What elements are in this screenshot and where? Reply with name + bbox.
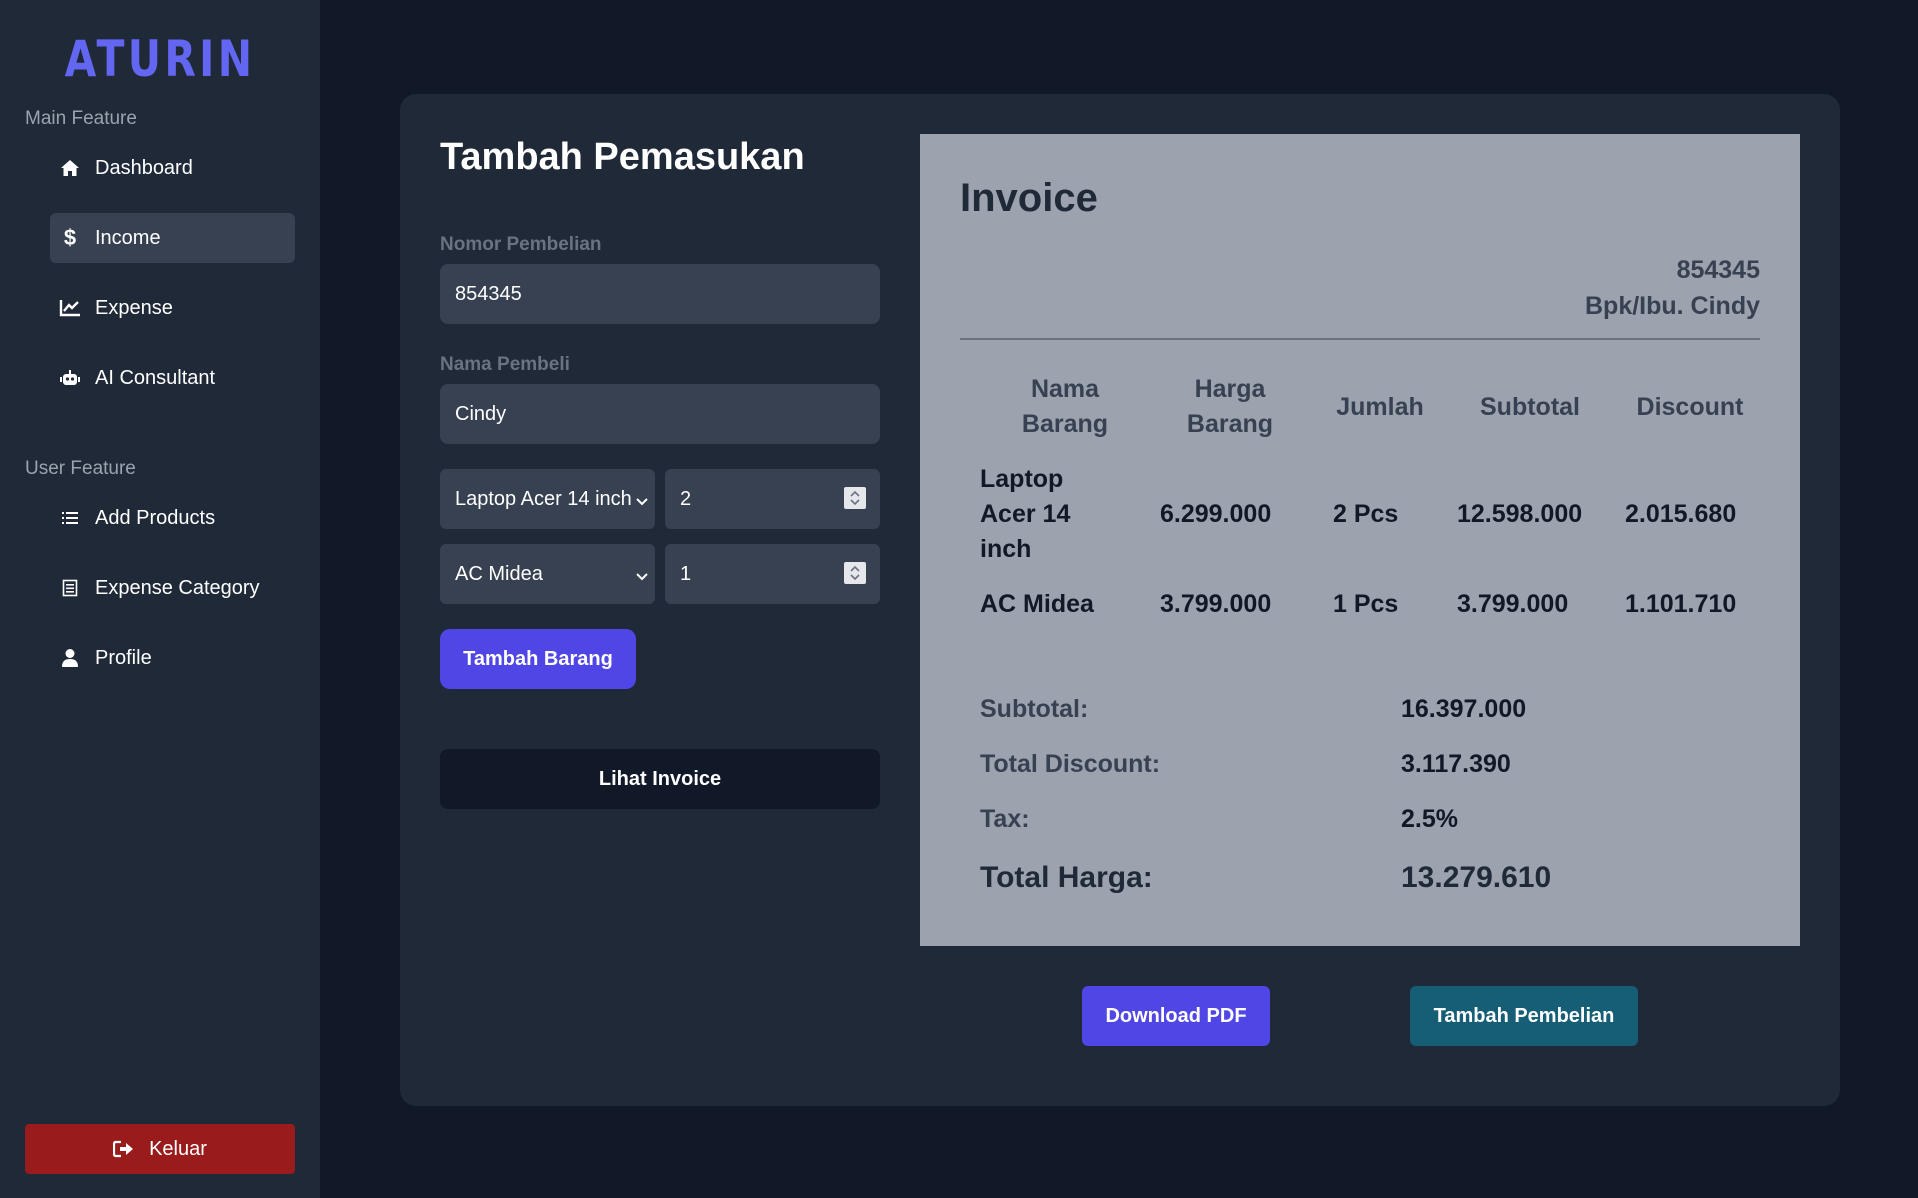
- sidebar-item-label: Add Products: [95, 506, 216, 529]
- row-discount: 1.101.710: [1625, 590, 1737, 618]
- page-title: Tambah Pemasukan: [440, 136, 805, 178]
- row-discount: 2.015.680: [1625, 500, 1737, 528]
- sidebar-item-dashboard[interactable]: Dashboard: [50, 143, 295, 193]
- chart-line-icon: [59, 297, 81, 319]
- sidebar-item-add-products[interactable]: Add Products: [50, 493, 295, 543]
- chevron-down-icon: [635, 565, 649, 588]
- quantity-stepper[interactable]: 2: [665, 469, 880, 529]
- header-nama-barang: Nama Barang: [1021, 375, 1109, 438]
- tax-value: 2.5%: [1401, 805, 1458, 833]
- sidebar-item-label: Dashboard: [95, 156, 193, 179]
- quantity-value: 2: [680, 487, 692, 510]
- row-price: 6.299.000: [1160, 500, 1272, 528]
- product-select-value: AC Midea: [455, 562, 543, 585]
- invoice-panel: Invoice 854345 Bpk/Ibu. Cindy Nama Baran…: [920, 134, 1800, 946]
- buyer-name-label: Nama Pembeli: [440, 354, 570, 375]
- chevron-down-icon: [635, 490, 649, 513]
- user-icon: [59, 647, 81, 669]
- logout-button[interactable]: Keluar: [25, 1124, 295, 1174]
- total-discount-label: Total Discount:: [980, 750, 1161, 778]
- header-jumlah: Jumlah: [1336, 393, 1424, 421]
- invoice-divider: [960, 338, 1760, 340]
- document-list-icon: [59, 577, 81, 599]
- sign-out-icon: [113, 1138, 135, 1160]
- sidebar-item-ai-consultant[interactable]: AI Consultant: [50, 353, 295, 403]
- sidebar-item-expense-category[interactable]: Expense Category: [50, 563, 295, 613]
- row-name: AC Midea: [980, 590, 1094, 618]
- invoice-title: Invoice: [960, 176, 1098, 220]
- list-icon: [59, 507, 81, 529]
- sidebar-item-profile[interactable]: Profile: [50, 633, 295, 683]
- purchase-number-input[interactable]: 854345: [440, 264, 880, 324]
- user-feature-label: User Feature: [25, 458, 136, 479]
- sidebar-item-income[interactable]: $ Income: [50, 213, 295, 263]
- header-harga-barang: Harga Barang: [1186, 375, 1274, 438]
- sidebar-item-expense[interactable]: Expense: [50, 283, 295, 333]
- sidebar-item-label: Profile: [95, 646, 152, 669]
- row-qty: 1 Pcs: [1333, 590, 1399, 618]
- view-invoice-button[interactable]: Lihat Invoice: [440, 749, 880, 809]
- header-subtotal: Subtotal: [1480, 393, 1580, 421]
- app-logo: ATURIN: [64, 30, 256, 88]
- quantity-value: 1: [680, 562, 692, 585]
- product-select[interactable]: Laptop Acer 14 inch: [440, 469, 655, 529]
- spinner-icon[interactable]: [844, 562, 866, 584]
- invoice-meta: 854345 Bpk/Ibu. Cindy: [1585, 252, 1760, 324]
- buyer-name-input[interactable]: Cindy: [440, 384, 880, 444]
- logout-label: Keluar: [149, 1137, 207, 1160]
- home-icon: [59, 157, 81, 179]
- row-name: Laptop Acer 14 inch: [980, 465, 1071, 563]
- add-purchase-button[interactable]: Tambah Pembelian: [1410, 986, 1638, 1046]
- main-feature-label: Main Feature: [25, 108, 137, 129]
- robot-icon: [59, 367, 81, 389]
- subtotal-label: Subtotal:: [980, 695, 1089, 723]
- total-label: Total Harga:: [980, 861, 1153, 894]
- header-discount: Discount: [1636, 393, 1744, 421]
- subtotal-value: 16.397.000: [1401, 695, 1527, 723]
- total-value: 13.279.610: [1401, 861, 1552, 894]
- sidebar-item-label: Expense: [95, 296, 173, 319]
- spinner-icon[interactable]: [844, 487, 866, 509]
- download-pdf-button[interactable]: Download PDF: [1082, 986, 1270, 1046]
- sidebar: ATURIN Main Feature Dashboard $ Income E…: [0, 0, 320, 1198]
- total-discount-value: 3.117.390: [1401, 750, 1511, 778]
- invoice-customer: Bpk/Ibu. Cindy: [1585, 292, 1760, 320]
- row-qty: 2 Pcs: [1333, 500, 1399, 528]
- row-subtotal: 3.799.000: [1457, 590, 1569, 618]
- add-item-button[interactable]: Tambah Barang: [440, 629, 636, 689]
- sidebar-item-label: AI Consultant: [95, 366, 216, 389]
- product-select-value: Laptop Acer 14 inch: [455, 487, 632, 510]
- sidebar-item-label: Expense Category: [95, 576, 260, 599]
- purchase-number-label: Nomor Pembelian: [440, 234, 602, 255]
- row-price: 3.799.000: [1160, 590, 1272, 618]
- tax-label: Tax:: [980, 805, 1030, 833]
- quantity-stepper[interactable]: 1: [665, 544, 880, 604]
- dollar-icon: $: [63, 225, 77, 250]
- invoice-number: 854345: [1676, 256, 1760, 284]
- product-select[interactable]: AC Midea: [440, 544, 655, 604]
- row-subtotal: 12.598.000: [1457, 500, 1583, 528]
- sidebar-item-label: Income: [95, 226, 161, 249]
